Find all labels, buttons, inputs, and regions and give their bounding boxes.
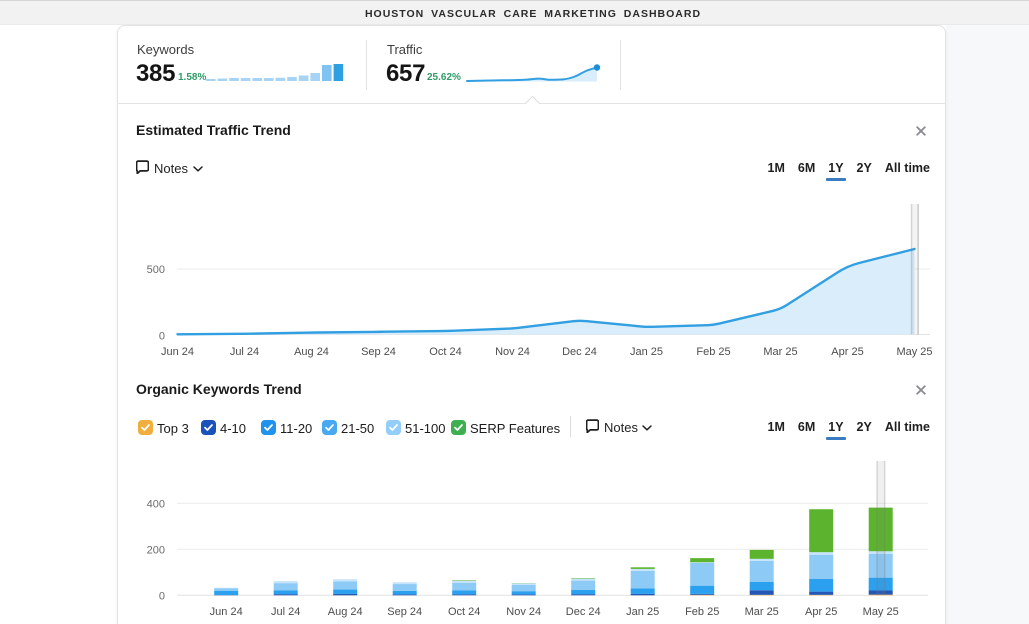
svg-text:Sep 24: Sep 24 — [387, 606, 422, 618]
svg-text:Nov 24: Nov 24 — [506, 606, 541, 618]
svg-text:Feb 25: Feb 25 — [696, 346, 730, 358]
svg-text:Jan 25: Jan 25 — [630, 346, 663, 358]
svg-text:200: 200 — [147, 544, 165, 556]
svg-text:Sep 24: Sep 24 — [361, 346, 396, 358]
svg-text:Jun 24: Jun 24 — [161, 346, 194, 358]
svg-text:Oct 24: Oct 24 — [448, 606, 480, 618]
svg-text:Jul 24: Jul 24 — [230, 346, 259, 358]
svg-text:Jul 24: Jul 24 — [271, 606, 300, 618]
svg-text:Aug 24: Aug 24 — [328, 606, 363, 618]
svg-text:May 25: May 25 — [863, 606, 899, 618]
svg-text:Nov 24: Nov 24 — [495, 346, 530, 358]
svg-text:0: 0 — [159, 331, 165, 343]
svg-text:0: 0 — [159, 590, 165, 602]
svg-text:Jan 25: Jan 25 — [626, 606, 659, 618]
svg-text:May 25: May 25 — [896, 346, 932, 358]
svg-text:Jun 24: Jun 24 — [210, 606, 243, 618]
svg-text:Apr 25: Apr 25 — [805, 606, 837, 618]
svg-text:Dec 24: Dec 24 — [566, 606, 601, 618]
svg-text:Apr 25: Apr 25 — [831, 346, 863, 358]
svg-text:Dec 24: Dec 24 — [562, 346, 597, 358]
svg-text:Aug 24: Aug 24 — [294, 346, 329, 358]
svg-text:400: 400 — [147, 498, 165, 510]
svg-text:Mar 25: Mar 25 — [763, 346, 797, 358]
svg-text:Feb 25: Feb 25 — [685, 606, 719, 618]
svg-text:Mar 25: Mar 25 — [745, 606, 779, 618]
svg-text:Oct 24: Oct 24 — [429, 346, 461, 358]
svg-text:500: 500 — [147, 264, 165, 276]
